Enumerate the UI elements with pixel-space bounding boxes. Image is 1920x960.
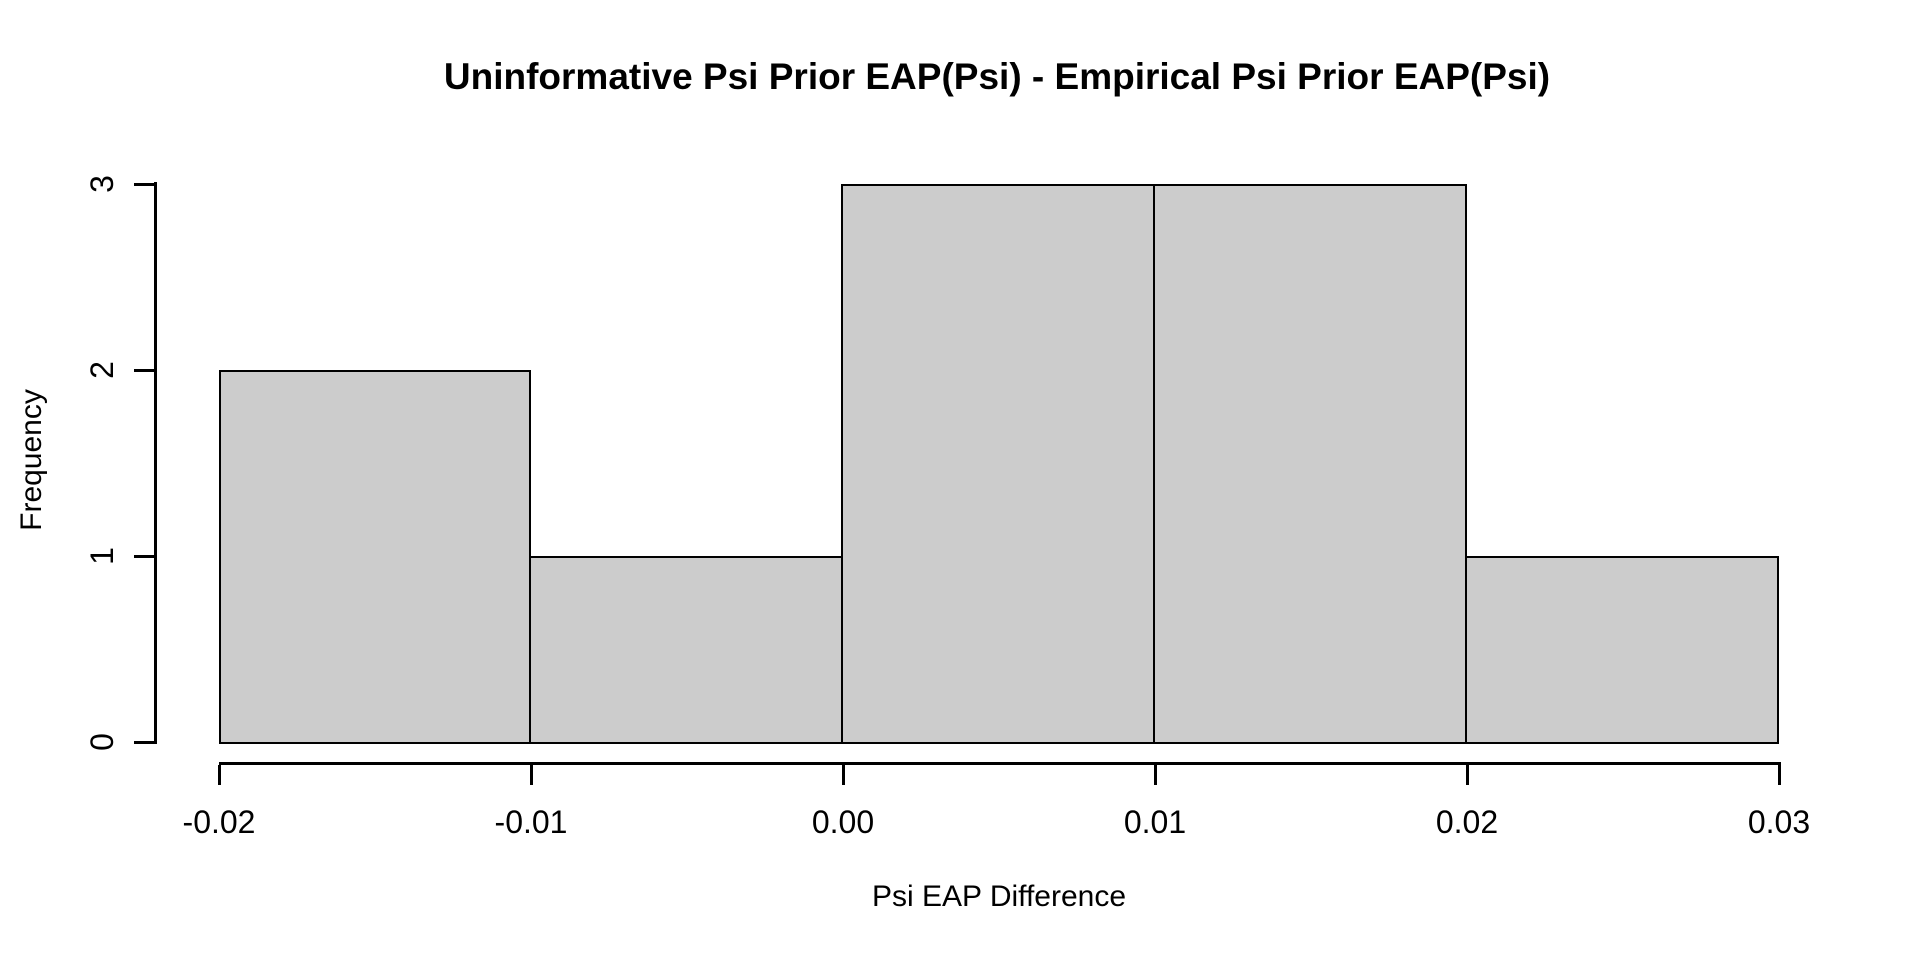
histogram-bar (1153, 184, 1467, 744)
x-tick-label: 0.02 (1435, 804, 1499, 840)
histogram-bar (841, 184, 1155, 744)
x-tick-mark (1154, 765, 1157, 785)
histogram-bar (529, 556, 843, 744)
x-tick-mark (218, 765, 221, 785)
y-tick-label: 2 (84, 361, 120, 379)
y-tick-mark (134, 369, 154, 372)
x-tick-label: -0.01 (494, 804, 568, 840)
x-tick-mark (1778, 765, 1781, 785)
x-axis-line (219, 762, 1781, 765)
y-tick-mark (134, 183, 154, 186)
x-tick-label: 0.00 (811, 804, 875, 840)
y-tick-label: 3 (84, 175, 120, 193)
y-axis-line (154, 182, 157, 744)
histogram-bar (219, 370, 531, 744)
y-tick-mark (134, 555, 154, 558)
x-tick-label: -0.02 (182, 804, 256, 840)
x-tick-mark (530, 765, 533, 785)
x-tick-mark (1466, 765, 1469, 785)
x-tick-label: 0.03 (1747, 804, 1811, 840)
x-axis-title: Psi EAP Difference (871, 880, 1127, 913)
chart-title: Uninformative Psi Prior EAP(Psi) - Empir… (443, 56, 1551, 97)
x-tick-mark (842, 765, 845, 785)
histogram-bar (1465, 556, 1779, 744)
x-tick-label: 0.01 (1123, 804, 1187, 840)
y-tick-label: 0 (84, 733, 120, 751)
y-tick-label: 1 (84, 547, 120, 565)
y-axis-title: Frequency (15, 389, 48, 531)
y-tick-mark (134, 741, 154, 744)
